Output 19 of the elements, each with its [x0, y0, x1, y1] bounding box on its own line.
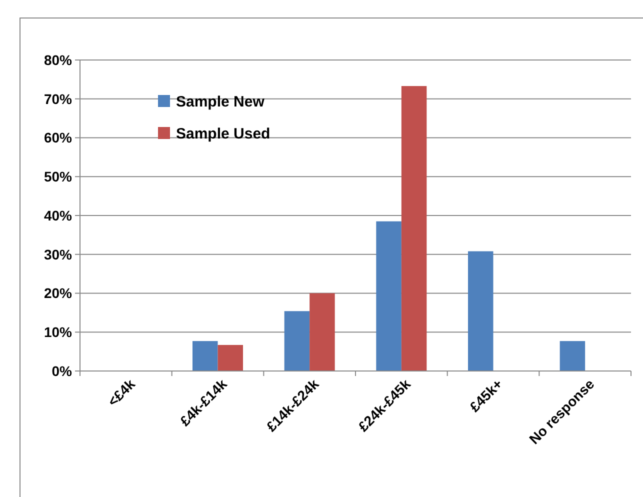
legend-label: Sample New — [176, 93, 265, 110]
bar — [284, 311, 310, 371]
y-tick-label: 50% — [44, 168, 73, 185]
bar — [401, 86, 427, 371]
bar — [560, 341, 586, 371]
bar — [468, 251, 494, 371]
y-tick-label: 10% — [44, 324, 73, 340]
bar — [310, 293, 335, 371]
bar — [376, 221, 402, 371]
y-tick-label: 30% — [44, 246, 73, 262]
y-tick-label: 80% — [44, 52, 73, 68]
y-tick-label: 70% — [44, 90, 73, 107]
y-tick-label: 60% — [44, 130, 73, 146]
y-tick-label: 40% — [44, 207, 73, 224]
y-tick-label: 0% — [52, 362, 73, 379]
bar — [192, 341, 218, 371]
y-tick-label: 20% — [44, 285, 73, 302]
legend-label: Sample Used — [176, 125, 270, 142]
bar — [218, 344, 244, 371]
